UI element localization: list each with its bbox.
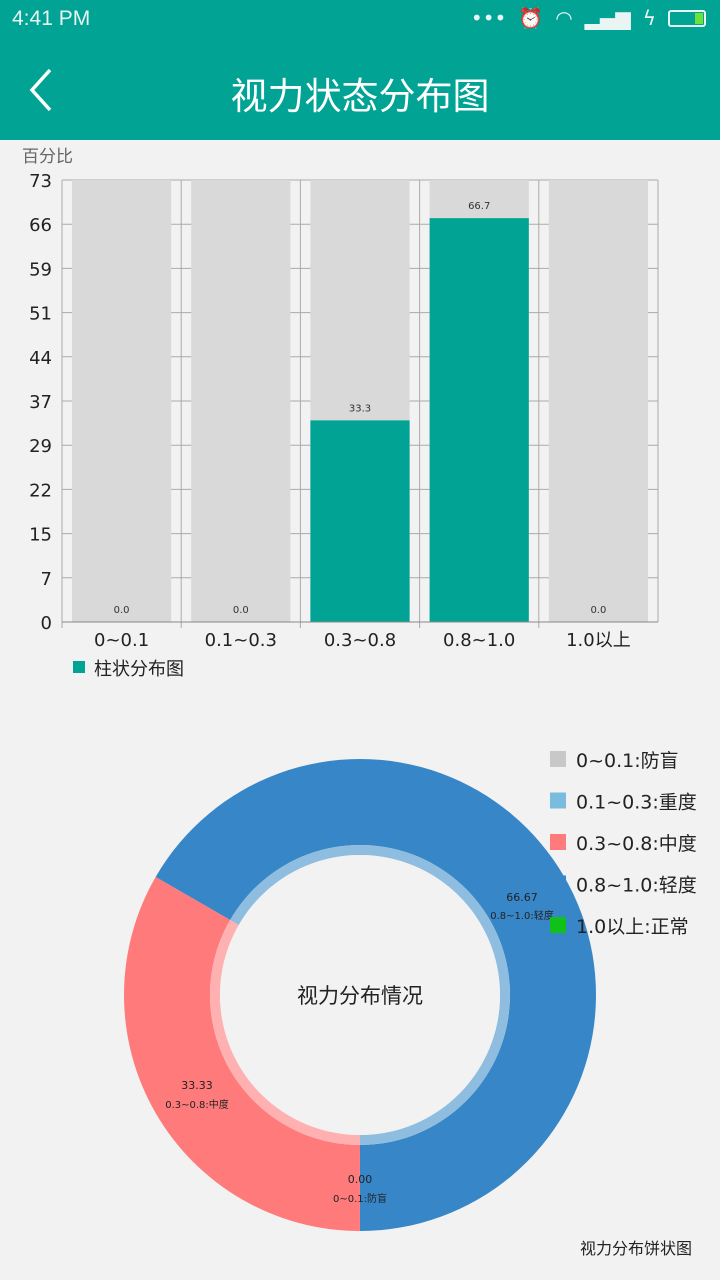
slice-value-label: 0.00 <box>348 1173 373 1186</box>
legend-label: 0.1~0.3:重度 <box>576 792 697 814</box>
legend-swatch <box>550 834 566 850</box>
y-tick-label: 37 <box>29 392 52 413</box>
legend-label: 柱状分布图 <box>94 659 184 680</box>
bar-data-label: 66.7 <box>468 201 490 212</box>
y-tick-label: 7 <box>41 569 52 590</box>
page-title: 视力状态分布图 <box>230 75 490 118</box>
donut-hole <box>220 855 500 1135</box>
bar-data-label: 0.0 <box>114 605 130 616</box>
x-tick-label: 0.1~0.3 <box>205 630 277 651</box>
donut-slice <box>124 877 360 1231</box>
bar-background <box>191 180 291 622</box>
legend-swatch <box>550 792 566 809</box>
bar-data-label: 33.3 <box>349 403 371 414</box>
more-dots-icon: ••• <box>470 6 507 30</box>
legend-label: 0.8~1.0:轻度 <box>576 875 697 897</box>
donut-slice <box>155 759 596 1231</box>
y-tick-label: 59 <box>29 259 52 280</box>
slice-name-label: 0.8~1.0:轻度 <box>490 909 554 922</box>
legend-swatch <box>550 875 566 892</box>
status-time: 4:41 PM <box>12 7 91 30</box>
donut-slice-inner <box>230 845 510 1145</box>
x-tick-label: 0.8~1.0 <box>443 630 515 651</box>
y-tick-label: 0 <box>41 613 52 634</box>
chevron-left-icon[interactable] <box>22 62 62 118</box>
battery-icon <box>668 9 706 27</box>
x-tick-label: 1.0以上 <box>566 630 631 651</box>
bar <box>310 420 410 622</box>
slice-name-label: 0.3~0.8:中度 <box>165 1098 229 1111</box>
slice-value-label: 66.67 <box>506 891 538 904</box>
bar-data-label: 0.0 <box>233 605 249 616</box>
alarm-icon: ⏰ <box>518 6 544 30</box>
bar-background <box>548 180 648 622</box>
donut-center-title: 视力分布情况 <box>297 984 423 1008</box>
legend-label: 0~0.1:防盲 <box>576 750 679 772</box>
app-bar: 视力状态分布图 <box>0 40 720 140</box>
bar-chart: 百分比 0 7 15 22 29 37 44 51 59 66 73 0.0 0~0.1 0.0 0.1~0.… <box>22 147 659 680</box>
slice-value-label: 33.33 <box>181 1079 213 1092</box>
legend-swatch <box>73 661 85 673</box>
x-tick-label: 0~0.1 <box>94 630 149 651</box>
legend-swatch <box>550 751 566 767</box>
slice-name-label: 0~0.1:防盲 <box>333 1192 387 1205</box>
y-tick-label: 22 <box>29 480 52 501</box>
bar-background <box>72 180 172 622</box>
x-tick-label: 0.3~0.8 <box>324 630 396 651</box>
y-tick-label: 44 <box>29 348 52 369</box>
y-tick-label: 51 <box>29 304 52 325</box>
bar-data-label: 0.0 <box>590 605 606 616</box>
charging-icon: ϟ <box>642 6 656 30</box>
donut-slice-inner <box>209 920 360 1145</box>
signal-icon: ▂▄▆ <box>584 6 631 30</box>
chart-caption: 视力分布饼状图 <box>580 1239 692 1258</box>
y-tick-label: 15 <box>29 525 52 546</box>
legend-label: 1.0以上:正常 <box>576 916 689 938</box>
wifi-icon: ◠ <box>555 6 573 30</box>
y-tick-label: 66 <box>29 215 52 236</box>
status-bar: 4:41 PM ••• ⏰ ◠ ▂▄▆ ϟ <box>0 0 720 40</box>
legend-label: 0.3~0.8:中度 <box>576 833 697 855</box>
y-tick-label: 29 <box>29 436 52 457</box>
bar <box>429 218 529 622</box>
y-tick-label: 73 <box>29 171 52 192</box>
legend-swatch <box>550 917 566 933</box>
y-axis-label: 百分比 <box>22 147 73 167</box>
